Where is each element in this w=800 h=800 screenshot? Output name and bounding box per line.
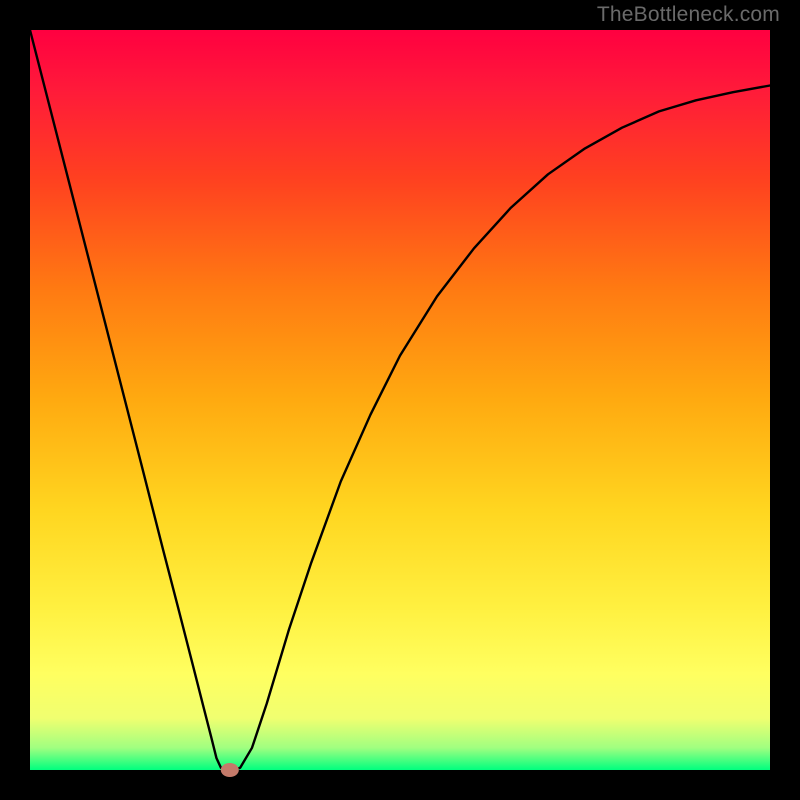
watermark-text: TheBottleneck.com [597,3,780,27]
plot-area [30,30,770,770]
marker-dot [221,763,239,777]
curve-line [30,30,770,770]
chart-svg [30,30,770,770]
figure-container: TheBottleneck.com [0,0,800,800]
